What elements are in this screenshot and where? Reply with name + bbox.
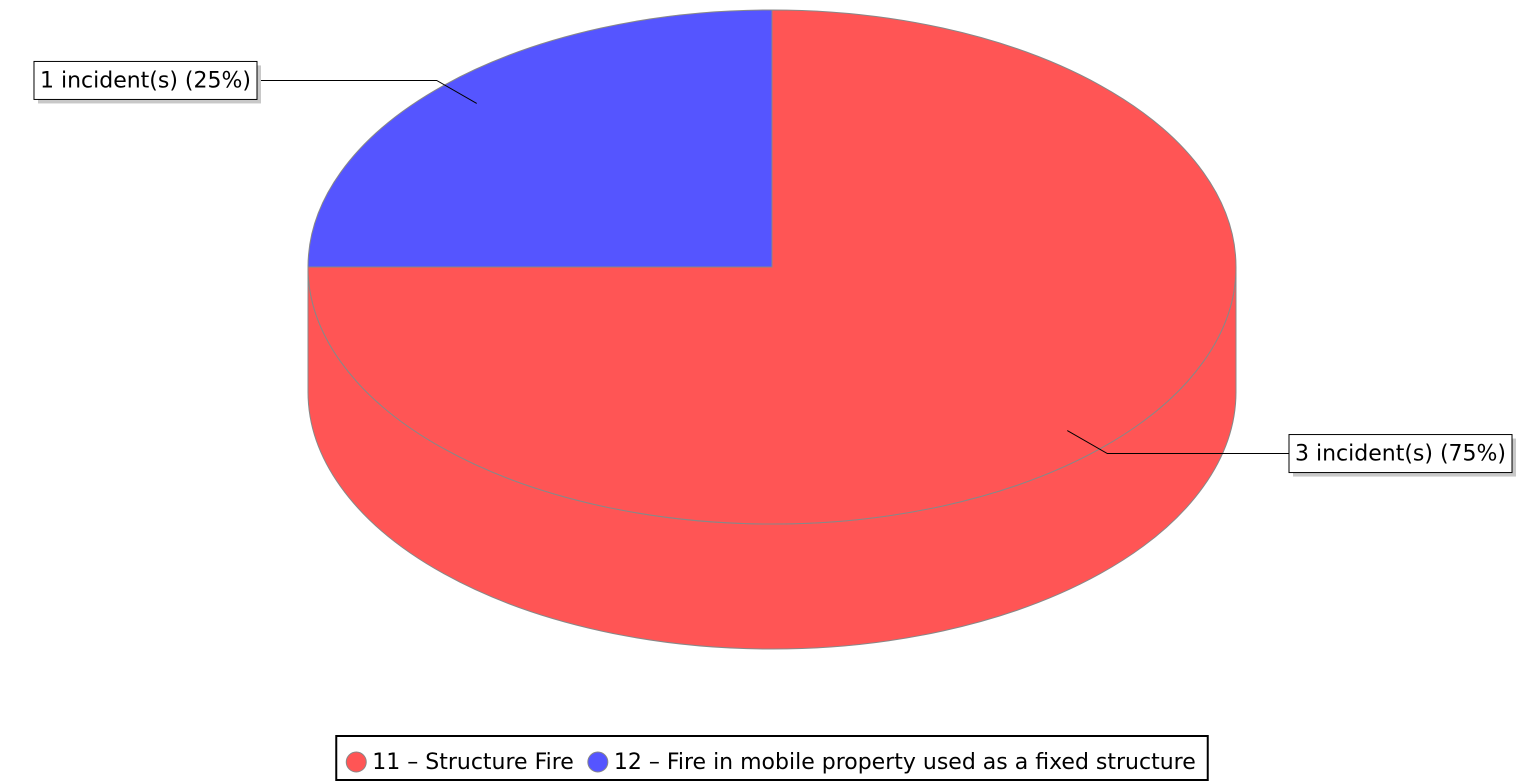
legend-label: 12 – Fire in mobile property used as a f…: [614, 750, 1196, 775]
label-box: [1288, 434, 1513, 474]
legend: 11 – Structure Fire 12 – Fire in mobile p…: [335, 735, 1209, 781]
slice: [307, 9, 773, 268]
legend-label: 11 – Structure Fire: [372, 750, 574, 775]
data-label: 1 incident(s) (25%): [40, 68, 251, 93]
legend-items: 11 – Structure Fire 12 – Fire in mobile p…: [345, 750, 1196, 775]
leader-line: [257, 79, 477, 104]
label-box: [33, 60, 258, 100]
legend-box: [335, 735, 1209, 781]
slice: [307, 9, 1237, 525]
leader-line: [1067, 430, 1289, 455]
legend-swatch: [587, 751, 609, 773]
legend-swatch: [345, 751, 367, 773]
data-label: 3 incident(s) (75%): [1295, 442, 1506, 467]
